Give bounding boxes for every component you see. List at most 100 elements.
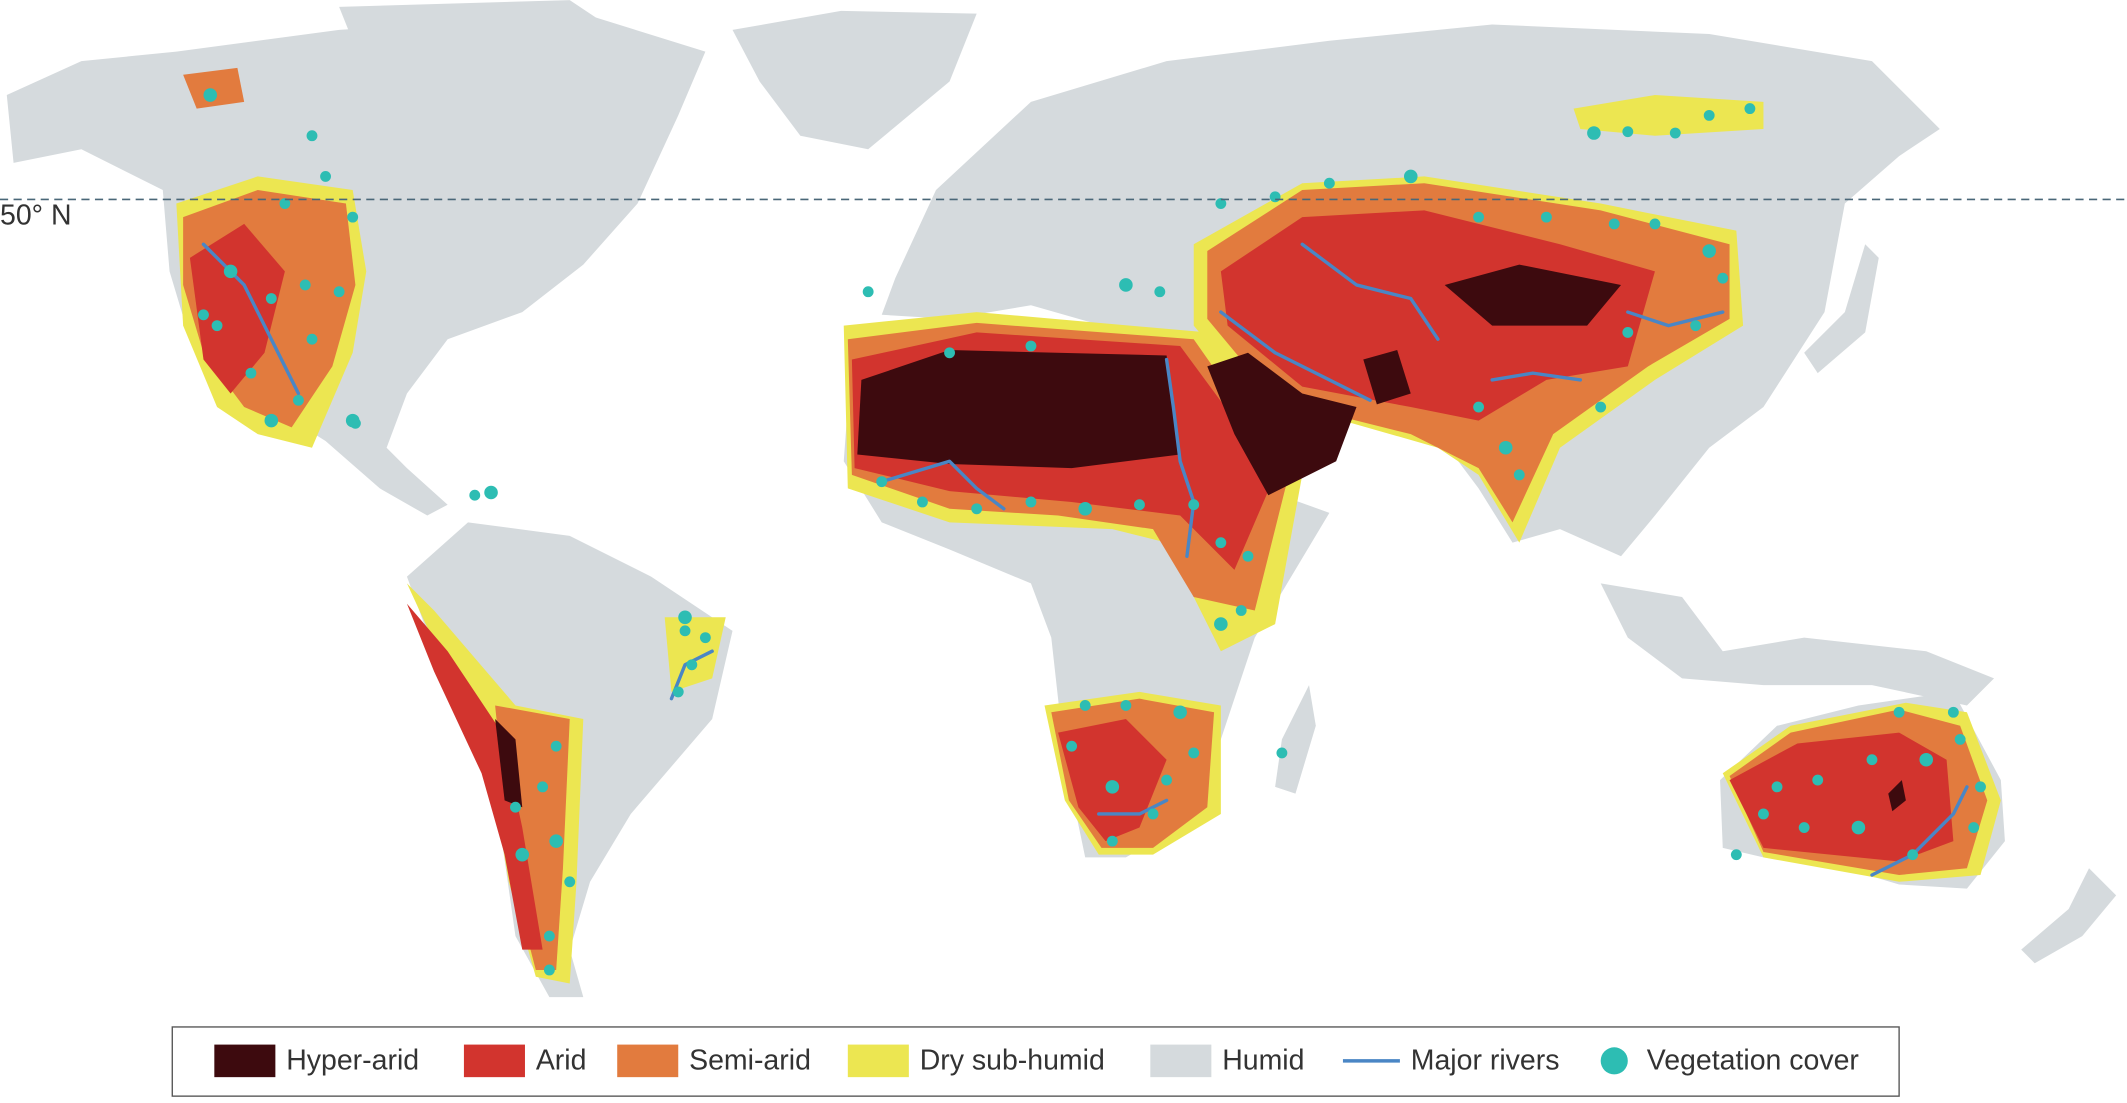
hyper-arid-zone (857, 350, 1181, 469)
vegetation-dot (306, 333, 318, 345)
vegetation-dot (1812, 774, 1824, 786)
vegetation-dot (1798, 822, 1810, 833)
arid-zone (406, 603, 543, 950)
vegetation-dot (279, 198, 291, 209)
vegetation-dot (1608, 218, 1620, 230)
vegetation-dot (1269, 191, 1281, 203)
vegetation-dot (1758, 808, 1769, 820)
vegetation-dot (1866, 754, 1878, 766)
legend-dot (1600, 1047, 1628, 1075)
uk (935, 176, 970, 252)
vegetation-dot (1703, 109, 1715, 121)
semi-arid-zone (183, 67, 245, 109)
vegetation-dot (1498, 440, 1513, 455)
vegetation-dot (1690, 320, 1702, 332)
vegetation-dot (245, 367, 257, 379)
vegetation-dot (1106, 835, 1118, 847)
vegetation-dot (1975, 781, 1986, 793)
vegetation-dot (469, 489, 481, 501)
vegetation-dot (1025, 340, 1037, 352)
vegetation-dot (1954, 733, 1966, 745)
legend-label: Dry sub-humid (920, 1045, 1105, 1077)
legend: Hyper-arid Arid Semi-arid Dry sub-humid Humi… (214, 1044, 1859, 1078)
legend-label: Humid (1222, 1045, 1304, 1077)
vegetation-dot (678, 610, 692, 625)
hyper-arid-zone (1363, 350, 1411, 405)
vegetation-dot (345, 413, 360, 428)
legend-label: Arid (536, 1045, 587, 1077)
vegetation-dot (1147, 808, 1159, 820)
vegetation-dot (1702, 244, 1716, 258)
vegetation-dot (944, 347, 955, 359)
vegetation-dot (1078, 501, 1092, 516)
vegetation-dot (537, 781, 549, 793)
vegetation-dot (543, 964, 555, 976)
vegetation-dot (293, 394, 304, 406)
vegetation-dot (672, 686, 684, 698)
vegetation-dot (1744, 103, 1756, 115)
vegetation-dot (484, 485, 498, 500)
japan (1804, 244, 1879, 374)
vegetation-dot (1851, 820, 1866, 835)
vegetation-dot (1947, 706, 1959, 718)
vegetation-dot (1154, 286, 1166, 298)
arctic-islands (339, 0, 611, 62)
legend-label: Vegetation cover (1647, 1045, 1859, 1077)
vegetation-dot (1215, 198, 1227, 209)
vegetation-dot (1215, 537, 1227, 549)
vegetation-dot (1161, 774, 1173, 786)
vegetation-dot (1173, 705, 1187, 720)
vegetation-dot (1771, 781, 1783, 793)
vegetation-dot (1595, 401, 1607, 413)
vegetation-dot (1893, 706, 1905, 718)
vegetation-dot (1403, 169, 1418, 184)
vegetation-dot (916, 496, 928, 508)
vegetation-dot (1120, 700, 1132, 711)
drylands (176, 67, 2001, 984)
vegetation-dot (679, 625, 691, 637)
vegetation-dot (1235, 605, 1247, 616)
vegetation-dot (347, 211, 359, 223)
river (1164, 357, 1196, 558)
vegetation-dot (1214, 617, 1228, 631)
vegetation-dot (299, 279, 311, 291)
vegetation-dot (1968, 822, 1980, 833)
legend-label: Major rivers (1411, 1045, 1560, 1077)
river (1097, 798, 1169, 816)
vegetation-dot (333, 286, 345, 298)
legend-label: Hyper-arid (286, 1045, 419, 1077)
vegetation-dot (1473, 211, 1485, 223)
hyper-arid-zone (495, 719, 523, 808)
vegetation-dot (1513, 469, 1525, 481)
vegetation-dot (320, 171, 331, 182)
vegetation-dot (1323, 177, 1335, 189)
vegetation-dot (699, 632, 711, 644)
vegetation-dot (264, 413, 279, 428)
vegetation-dot (1907, 849, 1919, 861)
vegetation-dot (1134, 499, 1145, 511)
dry-sub-humid-zone (1573, 95, 1764, 136)
river (1219, 310, 1372, 402)
latitude-label: 50° N (0, 200, 72, 232)
river (1490, 371, 1583, 382)
river (1870, 785, 1969, 877)
vegetation-dot (1105, 780, 1120, 794)
arid-zone (189, 223, 285, 394)
river (880, 459, 1006, 511)
legend-swatch (617, 1044, 679, 1078)
vegetation-dot (306, 130, 318, 142)
vegetation-dot (515, 847, 530, 862)
vegetation-dot (1730, 849, 1742, 861)
vegetation-dot (1587, 126, 1601, 140)
vegetation-dot (550, 740, 562, 752)
river (1300, 242, 1440, 341)
hyper-arid-zone (1207, 352, 1357, 496)
vegetation-dot (1669, 127, 1681, 139)
vegetation-dot (1242, 550, 1254, 562)
vegetation-dot (1919, 752, 1934, 767)
legend-swatch (847, 1044, 909, 1078)
vegetation-dot (543, 930, 555, 942)
vegetation-dot (203, 88, 218, 102)
vegetation-dot (1649, 218, 1661, 230)
